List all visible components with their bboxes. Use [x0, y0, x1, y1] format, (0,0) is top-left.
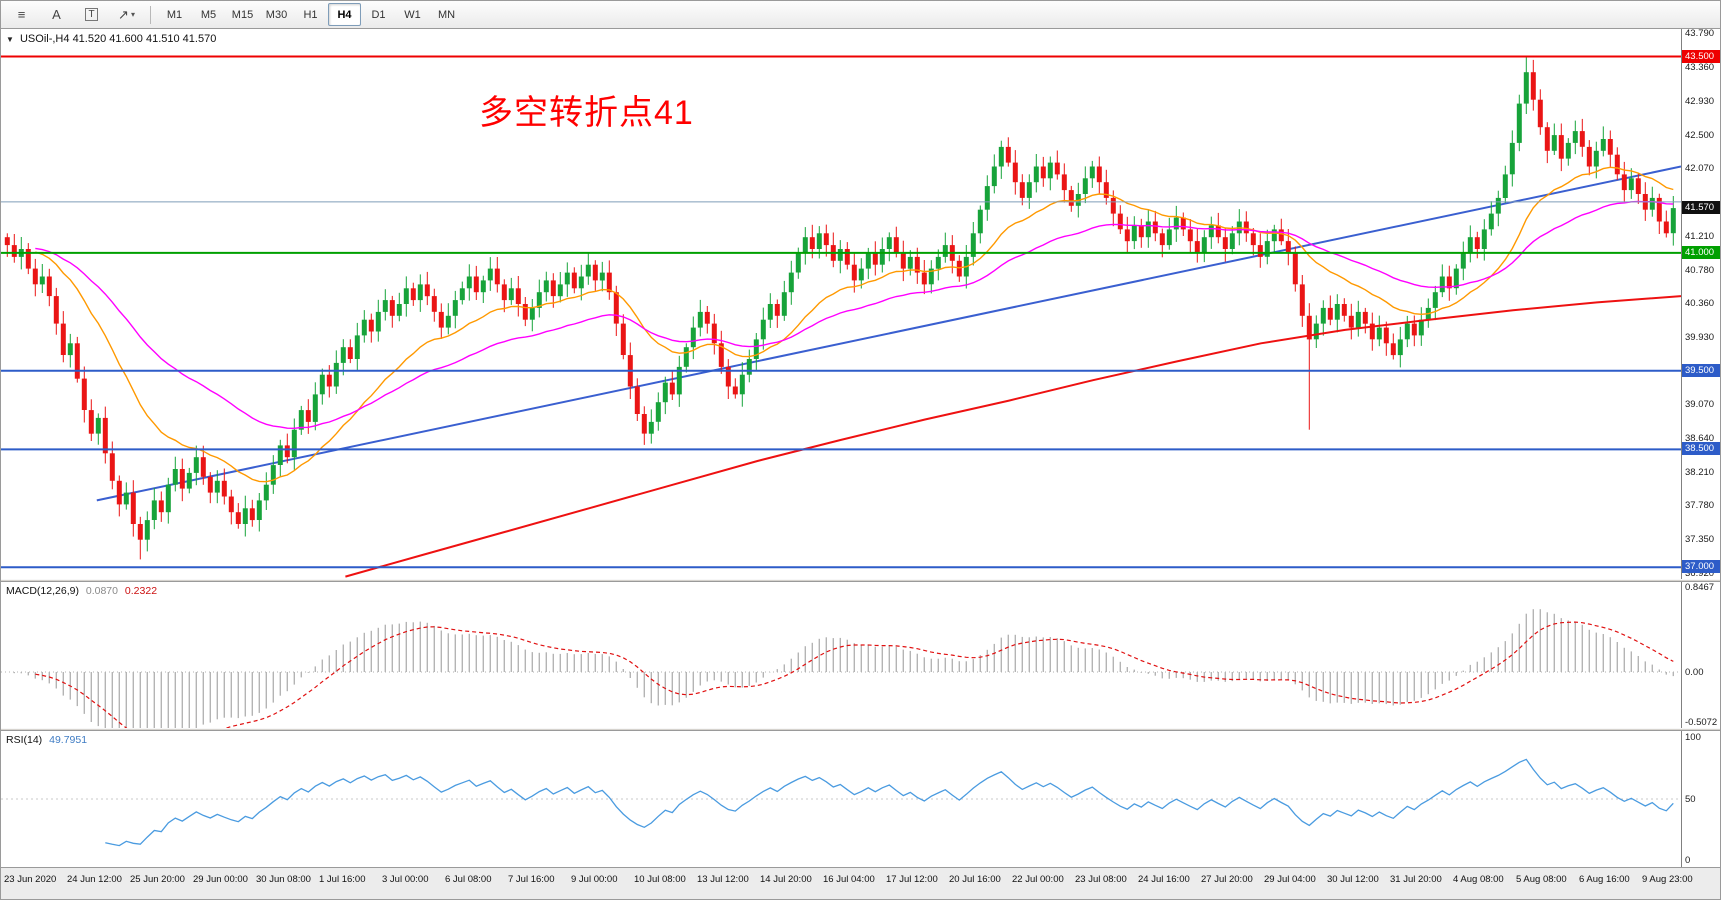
- macd-canvas[interactable]: [1, 582, 1681, 728]
- price-axis-label: 41.210: [1685, 230, 1715, 242]
- rsi-header: RSI(14) 49.7951: [6, 734, 91, 746]
- time-axis-label: 9 Jul 00:00: [571, 874, 618, 885]
- time-axis-label: 25 Jun 20:00: [130, 874, 185, 885]
- macd-signal-value: 0.2322: [124, 585, 158, 597]
- time-axis-label: 29 Jun 00:00: [193, 874, 248, 885]
- macd-scale-label: 0.8467: [1685, 581, 1715, 593]
- price-axis-label: 43.360: [1685, 62, 1715, 73]
- price-axis-label: 40.780: [1685, 264, 1715, 276]
- top-toolbar: ≡ A T ↗ ▾ M1 M5 M15 M30 H1 H4 D1 W1 MN: [1, 1, 1720, 29]
- time-axis-label: 1 Jul 16:00: [319, 874, 366, 885]
- price-axis-label: 42.500: [1685, 129, 1715, 141]
- time-axis-label: 23 Jul 08:00: [1075, 874, 1127, 885]
- price-axis[interactable]: 43.790 43.360 42.930 42.500 42.070 41.210 40.7…: [1681, 28, 1720, 867]
- main-chart-panel[interactable]: ▼ USOil-,H4 41.520 41.600 41.510 41.570 …: [1, 29, 1681, 579]
- timeframes-group: M1 M5 M15 M30 H1 H4 D1 W1 MN: [158, 3, 463, 26]
- rsi-canvas[interactable]: [1, 731, 1681, 867]
- price-axis-label: 37.350: [1685, 534, 1715, 546]
- candlestick-canvas[interactable]: [1, 29, 1681, 579]
- text-tool-icon[interactable]: A: [40, 3, 73, 26]
- macd-scale-label: 0.00: [1685, 666, 1704, 678]
- time-axis-label: 31 Jul 20:00: [1390, 874, 1442, 885]
- panel-splitter-rsi[interactable]: [1, 728, 1720, 731]
- macd-header: MACD(12,26,9) 0.0870 0.2322: [6, 585, 161, 597]
- price-badge-37.000: 37.000: [1682, 560, 1720, 574]
- time-axis-label: 20 Jul 16:00: [949, 874, 1001, 885]
- panel-splitter-macd[interactable]: [1, 579, 1720, 582]
- time-axis-label: 13 Jul 12:00: [697, 874, 749, 885]
- rsi-value: 49.7951: [49, 734, 88, 746]
- timeframe-button-H1[interactable]: H1: [303, 8, 318, 21]
- price-axis-label: 42.070: [1685, 163, 1715, 175]
- time-axis-label: 30 Jul 12:00: [1327, 874, 1379, 885]
- time-axis-label: 3 Jul 00:00: [382, 874, 429, 885]
- time-axis-label: 24 Jun 12:00: [67, 874, 122, 885]
- rsi-scale-label: 100: [1685, 731, 1701, 743]
- price-badge-43.500: 43.500: [1682, 49, 1720, 63]
- rsi-scale-label: 0: [1685, 855, 1691, 867]
- timeframe-button-M30[interactable]: M30: [265, 8, 288, 21]
- time-axis-label: 22 Jul 00:00: [1012, 874, 1064, 885]
- arrow-tool-icon[interactable]: ↗ ▾: [110, 3, 143, 26]
- price-badge-41.000: 41.000: [1682, 245, 1720, 259]
- time-axis-label: 30 Jun 08:00: [256, 874, 311, 885]
- chart-window-icon: ≡: [17, 7, 26, 22]
- text-tool-icon: A: [52, 7, 61, 22]
- price-axis-label: 42.930: [1685, 95, 1715, 107]
- time-axis-label: 7 Jul 16:00: [508, 874, 555, 885]
- price-badge-38.500: 38.500: [1682, 442, 1720, 456]
- time-axis-label: 5 Aug 08:00: [1516, 874, 1567, 885]
- time-axis[interactable]: 23 Jun 2020 24 Jun 12:00 25 Jun 20:00 29 Ju…: [1, 867, 1720, 899]
- timeframe-button-MN[interactable]: MN: [437, 8, 456, 21]
- price-axis-label: 36.920: [1685, 568, 1715, 579]
- price-axis-label: 38.210: [1685, 466, 1715, 478]
- price-axis-label: 38.640: [1685, 432, 1715, 444]
- timeframe-button-H4[interactable]: H4: [328, 3, 361, 26]
- rsi-panel[interactable]: RSI(14) 49.7951: [1, 731, 1681, 867]
- timeframe-button-D1[interactable]: D1: [371, 8, 386, 21]
- text-label-tool-icon: T: [85, 8, 98, 21]
- price-axis-label: 40.360: [1685, 297, 1715, 309]
- timeframe-button-M15[interactable]: M15: [231, 8, 254, 21]
- price-badge-39.500: 39.500: [1682, 363, 1720, 377]
- time-axis-label: 17 Jul 12:00: [886, 874, 938, 885]
- timeframe-button-W1[interactable]: W1: [404, 8, 421, 21]
- time-axis-label: 14 Jul 20:00: [760, 874, 812, 885]
- chart-window-icon[interactable]: ≡: [5, 3, 38, 26]
- time-axis-label: 29 Jul 04:00: [1264, 874, 1316, 885]
- price-axis-label: 39.070: [1685, 399, 1715, 411]
- chart-annotation-text[interactable]: 多空转折点41: [479, 94, 694, 132]
- macd-scale-label: -0.5072: [1685, 717, 1718, 729]
- price-axis-label: 39.930: [1685, 331, 1715, 343]
- drawing-tools-group: ≡ A T ↗ ▾: [5, 3, 143, 26]
- time-axis-label: 9 Aug 23:00: [1642, 874, 1693, 885]
- price-axis-label: 37.780: [1685, 500, 1715, 512]
- rsi-scale-label: 50: [1685, 793, 1696, 805]
- price-badge-41.570: 41.570: [1682, 201, 1720, 215]
- collapse-triangle-icon[interactable]: ▼: [6, 35, 14, 44]
- symbol-name: USOil-,H4: [19, 33, 70, 45]
- time-axis-label: 16 Jul 04:00: [823, 874, 875, 885]
- ohlc-values: 41.520 41.600 41.510 41.570: [72, 33, 217, 45]
- time-axis-label: 6 Jul 08:00: [445, 874, 492, 885]
- time-axis-label: 23 Jun 2020: [4, 874, 57, 885]
- macd-hist-value: 0.0870: [85, 585, 118, 597]
- arrow-tool-icon: ↗: [118, 7, 129, 22]
- time-axis-label: 24 Jul 16:00: [1138, 874, 1190, 885]
- timeframe-button-M5[interactable]: M5: [200, 8, 217, 21]
- price-axis-label: 43.790: [1685, 28, 1715, 40]
- time-axis-label: 6 Aug 16:00: [1579, 874, 1630, 885]
- rsi-label: RSI(14): [6, 734, 43, 746]
- time-axis-label: 27 Jul 20:00: [1201, 874, 1253, 885]
- timeframe-button-M1[interactable]: M1: [166, 8, 183, 21]
- time-axis-label: 4 Aug 08:00: [1453, 874, 1504, 885]
- symbol-ohlc-header: ▼ USOil-,H4 41.520 41.600 41.510 41.570: [6, 33, 216, 45]
- text-label-tool-icon[interactable]: T: [75, 3, 108, 26]
- dropdown-caret-icon: ▾: [130, 10, 135, 19]
- time-axis-label: 10 Jul 08:00: [634, 874, 686, 885]
- macd-label: MACD(12,26,9): [6, 585, 79, 597]
- macd-panel[interactable]: MACD(12,26,9) 0.0870 0.2322: [1, 582, 1681, 728]
- toolbar-separator: [150, 5, 151, 24]
